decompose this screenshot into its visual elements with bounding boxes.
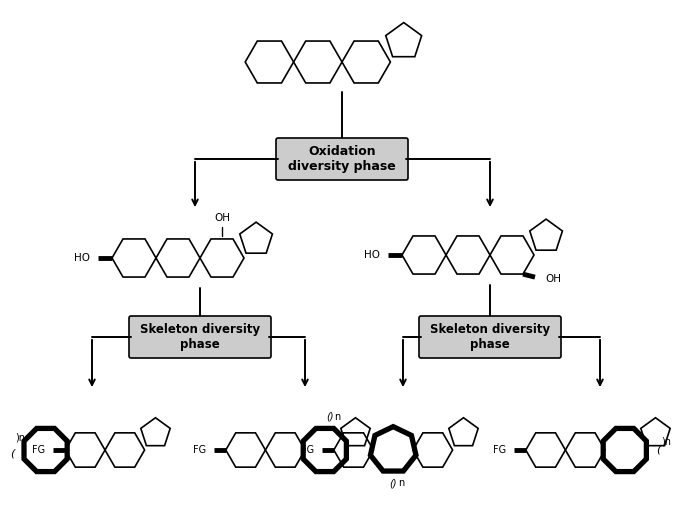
Text: )n: )n xyxy=(661,437,671,447)
Text: FG: FG xyxy=(301,445,314,455)
Text: Skeleton diversity
phase: Skeleton diversity phase xyxy=(140,323,260,351)
Text: OH: OH xyxy=(214,213,230,223)
Text: )n: )n xyxy=(15,433,25,443)
Text: Skeleton diversity
phase: Skeleton diversity phase xyxy=(430,323,550,351)
Text: (: ( xyxy=(656,445,660,455)
Text: HO: HO xyxy=(74,253,90,263)
Text: HO: HO xyxy=(364,250,380,260)
Text: FG: FG xyxy=(493,445,506,455)
Text: (: ( xyxy=(10,449,14,459)
FancyBboxPatch shape xyxy=(276,138,408,180)
Text: FG: FG xyxy=(32,445,45,455)
Text: (): () xyxy=(390,478,397,488)
Text: FG: FG xyxy=(192,445,206,455)
Text: (): () xyxy=(326,412,334,422)
Text: n: n xyxy=(398,478,404,488)
Text: OH: OH xyxy=(545,274,561,284)
FancyBboxPatch shape xyxy=(129,316,271,358)
FancyBboxPatch shape xyxy=(419,316,561,358)
Text: n: n xyxy=(334,412,340,422)
Text: Oxidation
diversity phase: Oxidation diversity phase xyxy=(288,145,396,173)
